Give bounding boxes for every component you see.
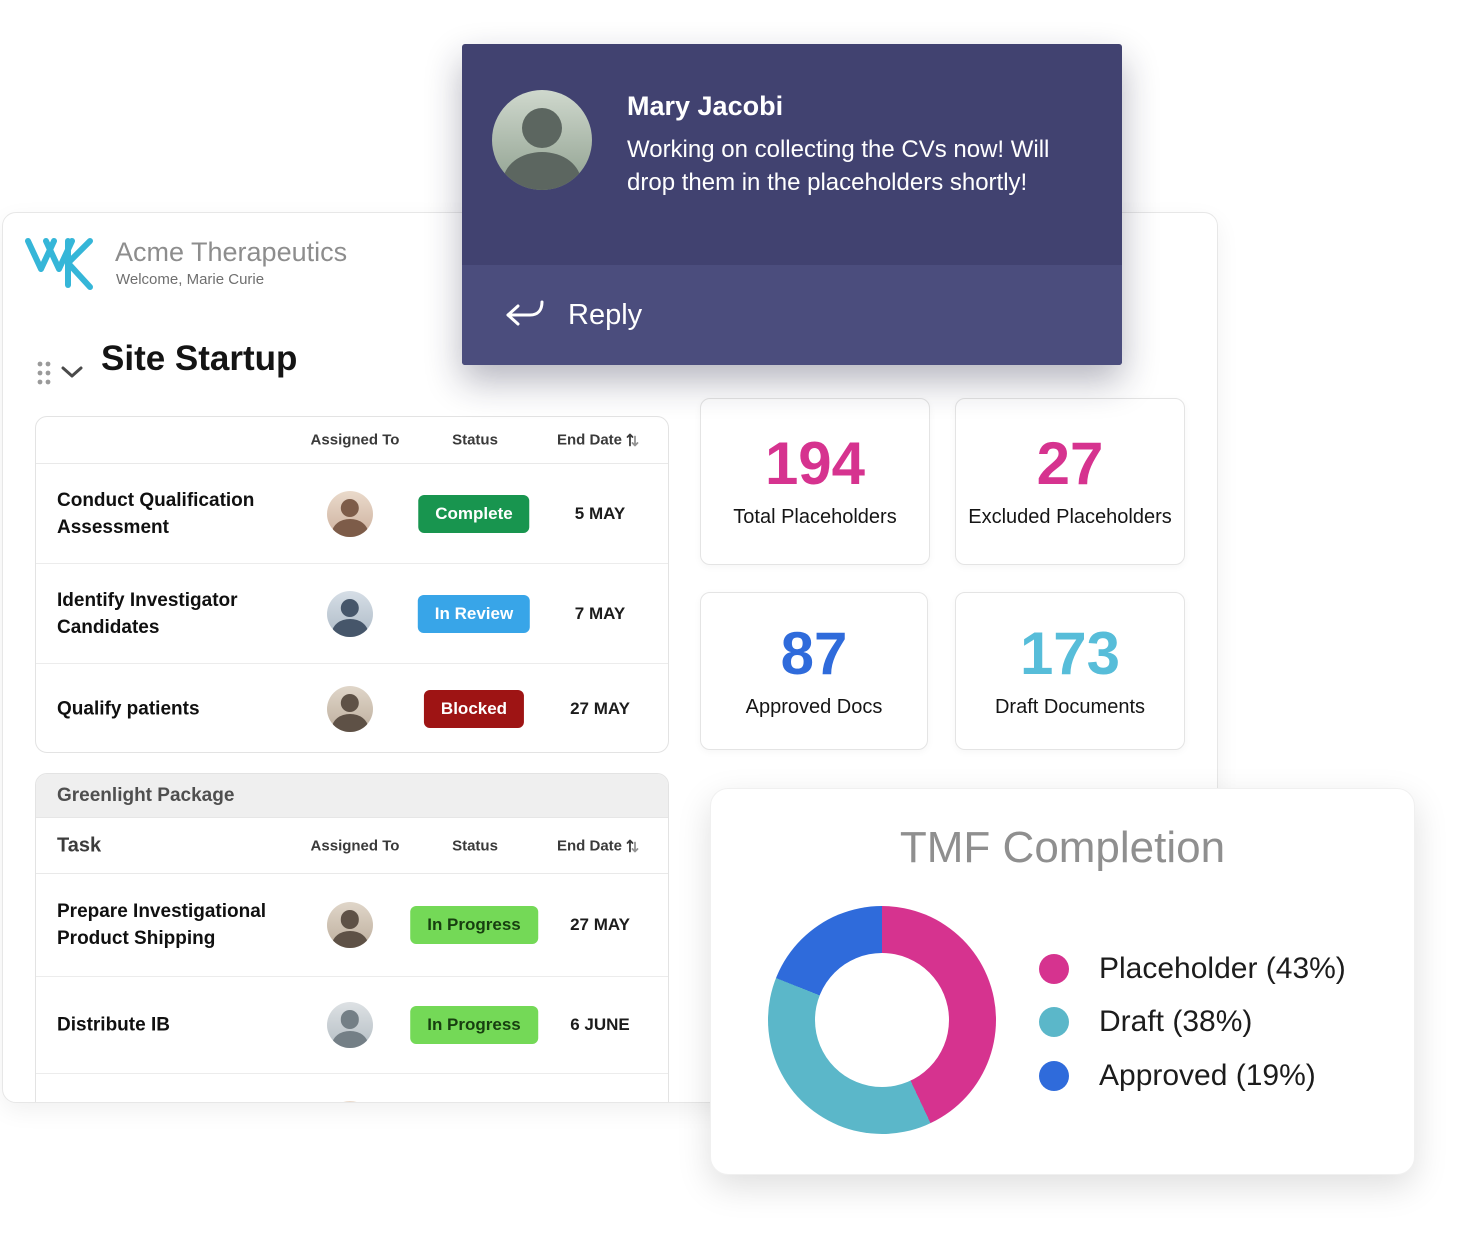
- donut-chart: [768, 906, 996, 1134]
- legend-label: Approved (19%): [1099, 1059, 1316, 1092]
- task-name: Conduct Qualification Assessment: [57, 489, 255, 538]
- assignee-avatar: [327, 685, 373, 732]
- acme-logo-icon: [25, 238, 93, 290]
- task-name: Qualify patients: [57, 698, 200, 719]
- column-header-end-date[interactable]: End Date: [557, 432, 639, 449]
- column-header-status: Status: [452, 431, 498, 449]
- task-table-greenlight-package: Greenlight Package Task Assigned To Stat…: [35, 773, 669, 1102]
- company-name: Acme Therapeutics: [115, 237, 348, 267]
- table-row[interactable]: Distribute IB In Progress 6 JUNE: [36, 977, 668, 1074]
- end-date: 27 MAY: [570, 698, 630, 718]
- stat-value: 87: [780, 619, 848, 687]
- column-header-task: Task: [57, 834, 102, 856]
- stat-value: 173: [1019, 619, 1121, 687]
- tmf-completion-card: TMF Completion Placeholder (43%) Draft (…: [710, 788, 1415, 1175]
- legend-label: Draft (38%): [1099, 1005, 1253, 1038]
- end-date: 5 MAY: [574, 503, 626, 523]
- assignee-avatar: [327, 1101, 373, 1102]
- status-badge: In Review: [417, 594, 531, 633]
- task-name: Identify Investigator Candidates: [57, 589, 238, 638]
- assignee-avatar: [327, 590, 373, 637]
- group-header: Greenlight Package: [36, 774, 668, 818]
- column-header-end-date[interactable]: End Date: [557, 837, 639, 854]
- legend-item-draft: Draft (38%): [1039, 1002, 1252, 1042]
- chart-title: TMF Completion: [899, 823, 1226, 872]
- status-badge: Complete: [418, 494, 530, 533]
- group-title: Greenlight Package: [57, 784, 235, 806]
- column-header-assigned-to: Assigned To: [310, 837, 400, 854]
- stat-card-total-placeholders[interactable]: 194 Total Placeholders: [700, 398, 930, 565]
- table-header: Task Assigned To Status End Date: [36, 818, 668, 874]
- column-header-assigned-to: Assigned To: [310, 431, 400, 449]
- notification-message: Working on collecting the CVs now! Will …: [627, 136, 1050, 196]
- welcome-text: Welcome, Marie Curie: [116, 271, 265, 288]
- table-header: Assigned To Status End Date: [36, 417, 668, 464]
- reply-label: Reply: [568, 298, 643, 331]
- sender-name: Mary Jacobi: [627, 91, 784, 121]
- stat-card-excluded-placeholders[interactable]: 27 Excluded Placeholders: [955, 398, 1185, 565]
- table-row[interactable]: Conduct Qualification Assessment Complet…: [36, 464, 668, 564]
- legend-dot-placeholder: [1039, 954, 1069, 984]
- stat-label: Excluded Placeholders: [968, 506, 1172, 528]
- drag-handle-icon[interactable]: [36, 360, 52, 386]
- task-name: Prepare Investigational Product Shipping: [57, 901, 267, 949]
- legend-dot-approved: [1039, 1061, 1069, 1091]
- stat-card-draft-documents[interactable]: 173 Draft Documents: [955, 592, 1185, 750]
- legend-item-approved: Approved (19%): [1039, 1056, 1316, 1096]
- column-header-end-date-label: End Date: [556, 431, 623, 449]
- stat-card-approved-docs[interactable]: 87 Approved Docs: [700, 592, 928, 750]
- task-table-site-startup: Assigned To Status End Date Conduct Qual…: [35, 416, 669, 753]
- table-row[interactable]: Distribute Protocol In Progress: [36, 1074, 668, 1102]
- stat-label: Total Placeholders: [733, 506, 897, 528]
- assignee-avatar: [327, 1002, 373, 1048]
- chevron-down-icon[interactable]: [59, 363, 85, 381]
- assignee-avatar: [327, 490, 373, 537]
- sender-avatar: [492, 90, 592, 190]
- legend-label: Placeholder (43%): [1099, 952, 1346, 985]
- stat-label: Approved Docs: [745, 695, 883, 718]
- status-badge: In Progress: [410, 906, 538, 944]
- section-title: Site Startup: [101, 339, 298, 378]
- reply-button[interactable]: Reply: [462, 265, 1122, 365]
- legend-item-placeholder: Placeholder (43%): [1039, 949, 1346, 989]
- status-badge: In Progress: [410, 1006, 538, 1044]
- assignee-avatar: [327, 902, 373, 948]
- column-header-end-date-label: End Date: [556, 837, 623, 854]
- stat-label: Draft Documents: [994, 695, 1146, 718]
- stat-value: 27: [1036, 430, 1104, 497]
- end-date: 7 MAY: [574, 603, 626, 623]
- table-row[interactable]: Identify Investigator Candidates In Revi…: [36, 564, 668, 664]
- status-badge: Blocked: [423, 689, 525, 728]
- stat-value: 194: [764, 430, 866, 497]
- sort-icon: [626, 433, 639, 447]
- sort-icon: [626, 839, 639, 852]
- table-row[interactable]: Prepare Investigational Product Shipping…: [36, 874, 668, 977]
- end-date: 27 MAY: [570, 915, 630, 934]
- table-row[interactable]: Qualify patients Blocked 27 MAY: [36, 664, 668, 752]
- end-date: 6 JUNE: [570, 1015, 630, 1034]
- teams-notification: Mary Jacobi Working on collecting the CV…: [462, 44, 1122, 365]
- column-header-status: Status: [452, 837, 498, 854]
- legend-dot-draft: [1039, 1007, 1069, 1037]
- reply-arrow-icon: [506, 300, 544, 326]
- task-name: Distribute IB: [57, 1014, 170, 1036]
